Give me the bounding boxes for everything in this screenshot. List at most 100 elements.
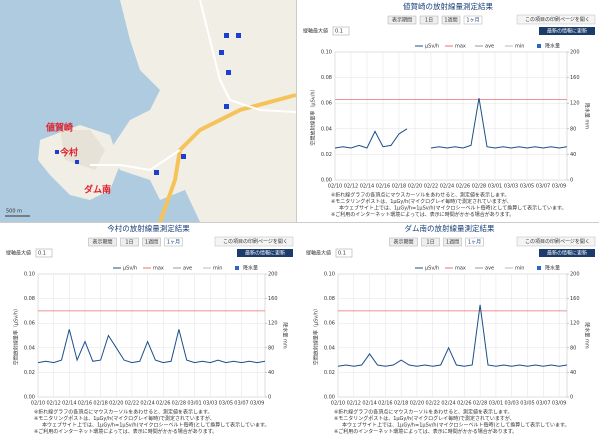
x-tick-label: 03/03 <box>505 401 519 407</box>
y2-tick-label: 0 <box>570 178 573 184</box>
legend-label: 降水量 <box>545 43 560 50</box>
x-tick-label: 02/20 <box>109 401 123 407</box>
ymax-value: 0.1 <box>38 251 46 257</box>
x-tick-label: 02/14 <box>62 401 76 407</box>
note: 本ウェブサイト上では、1μGy/h=1μSv/h(マイクロシーベルト毎時)として… <box>342 422 569 429</box>
x-tick-label: 03/01 <box>488 184 502 190</box>
x-tick-label: 02/12 <box>46 401 60 407</box>
panel-title: 値賀崎の放射線量測定結果 <box>403 1 493 11</box>
y2-tick-label: 200 <box>268 272 278 278</box>
note: ※モニタリングポストは、1μGy/h(マイクログレイ毎時)で測定されていますが、 <box>34 415 215 422</box>
button[interactable] <box>443 237 462 247</box>
print-button[interactable] <box>516 14 596 25</box>
x-tick-label: 02/16 <box>378 401 392 407</box>
x-tick-label: 02/12 <box>344 184 358 190</box>
x-tick-label: 03/07 <box>536 401 550 407</box>
map-label: 今村 <box>59 147 78 159</box>
x-tick-label: 02/24 <box>441 401 455 407</box>
legend-label: ave <box>183 266 192 272</box>
legend-label: μSv/h <box>425 44 439 50</box>
ymax-label: 縦軸最大値 <box>303 28 328 35</box>
note: ※折れ線グラフの各頂点にマウスカーソルをあわせると、測定値を表示します。 <box>334 409 513 416</box>
x-tick-label: 03/09 <box>552 184 566 190</box>
y-tick-label: 0.04 <box>324 345 335 351</box>
legend-label: ave <box>485 266 494 272</box>
y2-tick-label: 120 <box>570 321 580 327</box>
refresh-button[interactable] <box>539 249 595 257</box>
panel-title: 今村の放射線量測定結果 <box>107 223 190 233</box>
x-tick-label: 02/14 <box>362 401 376 407</box>
ymax-select[interactable] <box>335 248 353 258</box>
map[interactable]: 値賀崎 今村 ダム南 500 m <box>0 0 297 223</box>
legend-label: μSv/h <box>123 266 137 272</box>
x-tick-label: 02/14 <box>360 184 374 190</box>
button[interactable] <box>142 237 161 247</box>
y-tick-label: 0.06 <box>24 321 35 327</box>
land <box>60 130 105 170</box>
button-active[interactable] <box>463 15 483 25</box>
y-axis-label: 空間放射線量率（μSv/h） <box>310 86 317 145</box>
print-link: この項目の印刷ページを開く <box>525 238 590 245</box>
road <box>158 93 297 223</box>
button[interactable] <box>120 237 139 247</box>
map-label: ダム南 <box>84 184 111 196</box>
legend-label: ave <box>485 44 494 50</box>
y2-tick-label: 0 <box>570 395 573 401</box>
y-tick-label: 0.08 <box>324 296 335 302</box>
y-tick-label: 0.10 <box>324 272 335 278</box>
x-tick-label: 03/05 <box>520 184 534 190</box>
button-active[interactable] <box>164 237 183 247</box>
x-tick-label: 02/24 <box>440 184 454 190</box>
y-tick-label: 0.00 <box>321 178 332 184</box>
ymax-select[interactable] <box>35 248 53 258</box>
series-line <box>334 98 568 149</box>
button-label: 1ヶ月 <box>167 240 180 246</box>
x-tick-label: 03/05 <box>219 401 233 407</box>
button-label: 1週間 <box>446 239 459 246</box>
x-tick-label: 03/09 <box>250 401 264 407</box>
y2-tick-label: 40 <box>570 370 576 376</box>
ymax-select[interactable] <box>332 26 350 36</box>
note: ※ご利用のインターネット環境によっては、表示に時間がかかる場合があります。 <box>334 428 517 435</box>
series-line <box>337 304 568 367</box>
y-tick-label: 0.00 <box>24 395 35 401</box>
map-label: 値賀崎 <box>45 122 73 134</box>
legend-swatch <box>235 266 239 270</box>
button-label: 1ヶ月 <box>466 18 479 24</box>
legend-label: μSv/h <box>425 266 439 272</box>
x-tick-label: 02/26 <box>457 401 471 407</box>
button[interactable] <box>419 15 439 25</box>
button <box>389 237 418 247</box>
y2-tick-label: 120 <box>570 101 580 107</box>
button[interactable] <box>441 15 461 25</box>
x-tick-label: 02/28 <box>473 401 487 407</box>
print-button[interactable] <box>516 236 596 247</box>
refresh-button[interactable] <box>539 27 595 35</box>
y-tick-label: 0.04 <box>24 345 35 351</box>
x-tick-label: 02/20 <box>408 184 422 190</box>
button-active[interactable] <box>465 237 484 247</box>
legend-label: max <box>455 44 466 50</box>
plot-area <box>37 273 266 398</box>
note: 本ウェブサイト上では、1μGy/h=1μSv/h(マイクロシーベルト毎時)として… <box>339 205 566 212</box>
ymax-value: 0.1 <box>338 251 346 257</box>
print-button[interactable] <box>214 236 294 247</box>
refresh-button[interactable] <box>237 249 293 257</box>
series-line <box>37 329 266 364</box>
button[interactable] <box>421 237 440 247</box>
x-tick-label: 03/07 <box>536 184 550 190</box>
x-tick-label: 02/24 <box>140 401 154 407</box>
x-tick-label: 02/16 <box>376 184 390 190</box>
ymax-value: 0.1 <box>335 29 343 35</box>
markers <box>55 33 241 175</box>
y2-tick-label: 40 <box>268 370 274 376</box>
y2-tick-label: 200 <box>570 50 580 56</box>
y-axis-label: 空間放射線量率（μSv/h） <box>13 306 20 365</box>
x-tick-label: 02/12 <box>347 401 361 407</box>
x-tick-label: 02/10 <box>328 184 342 190</box>
legend-label: 降水量 <box>243 265 258 272</box>
x-tick-label: 03/01 <box>489 401 503 407</box>
legend-label: min <box>515 266 524 272</box>
ymax-label: 縦軸最大値 <box>6 250 31 257</box>
